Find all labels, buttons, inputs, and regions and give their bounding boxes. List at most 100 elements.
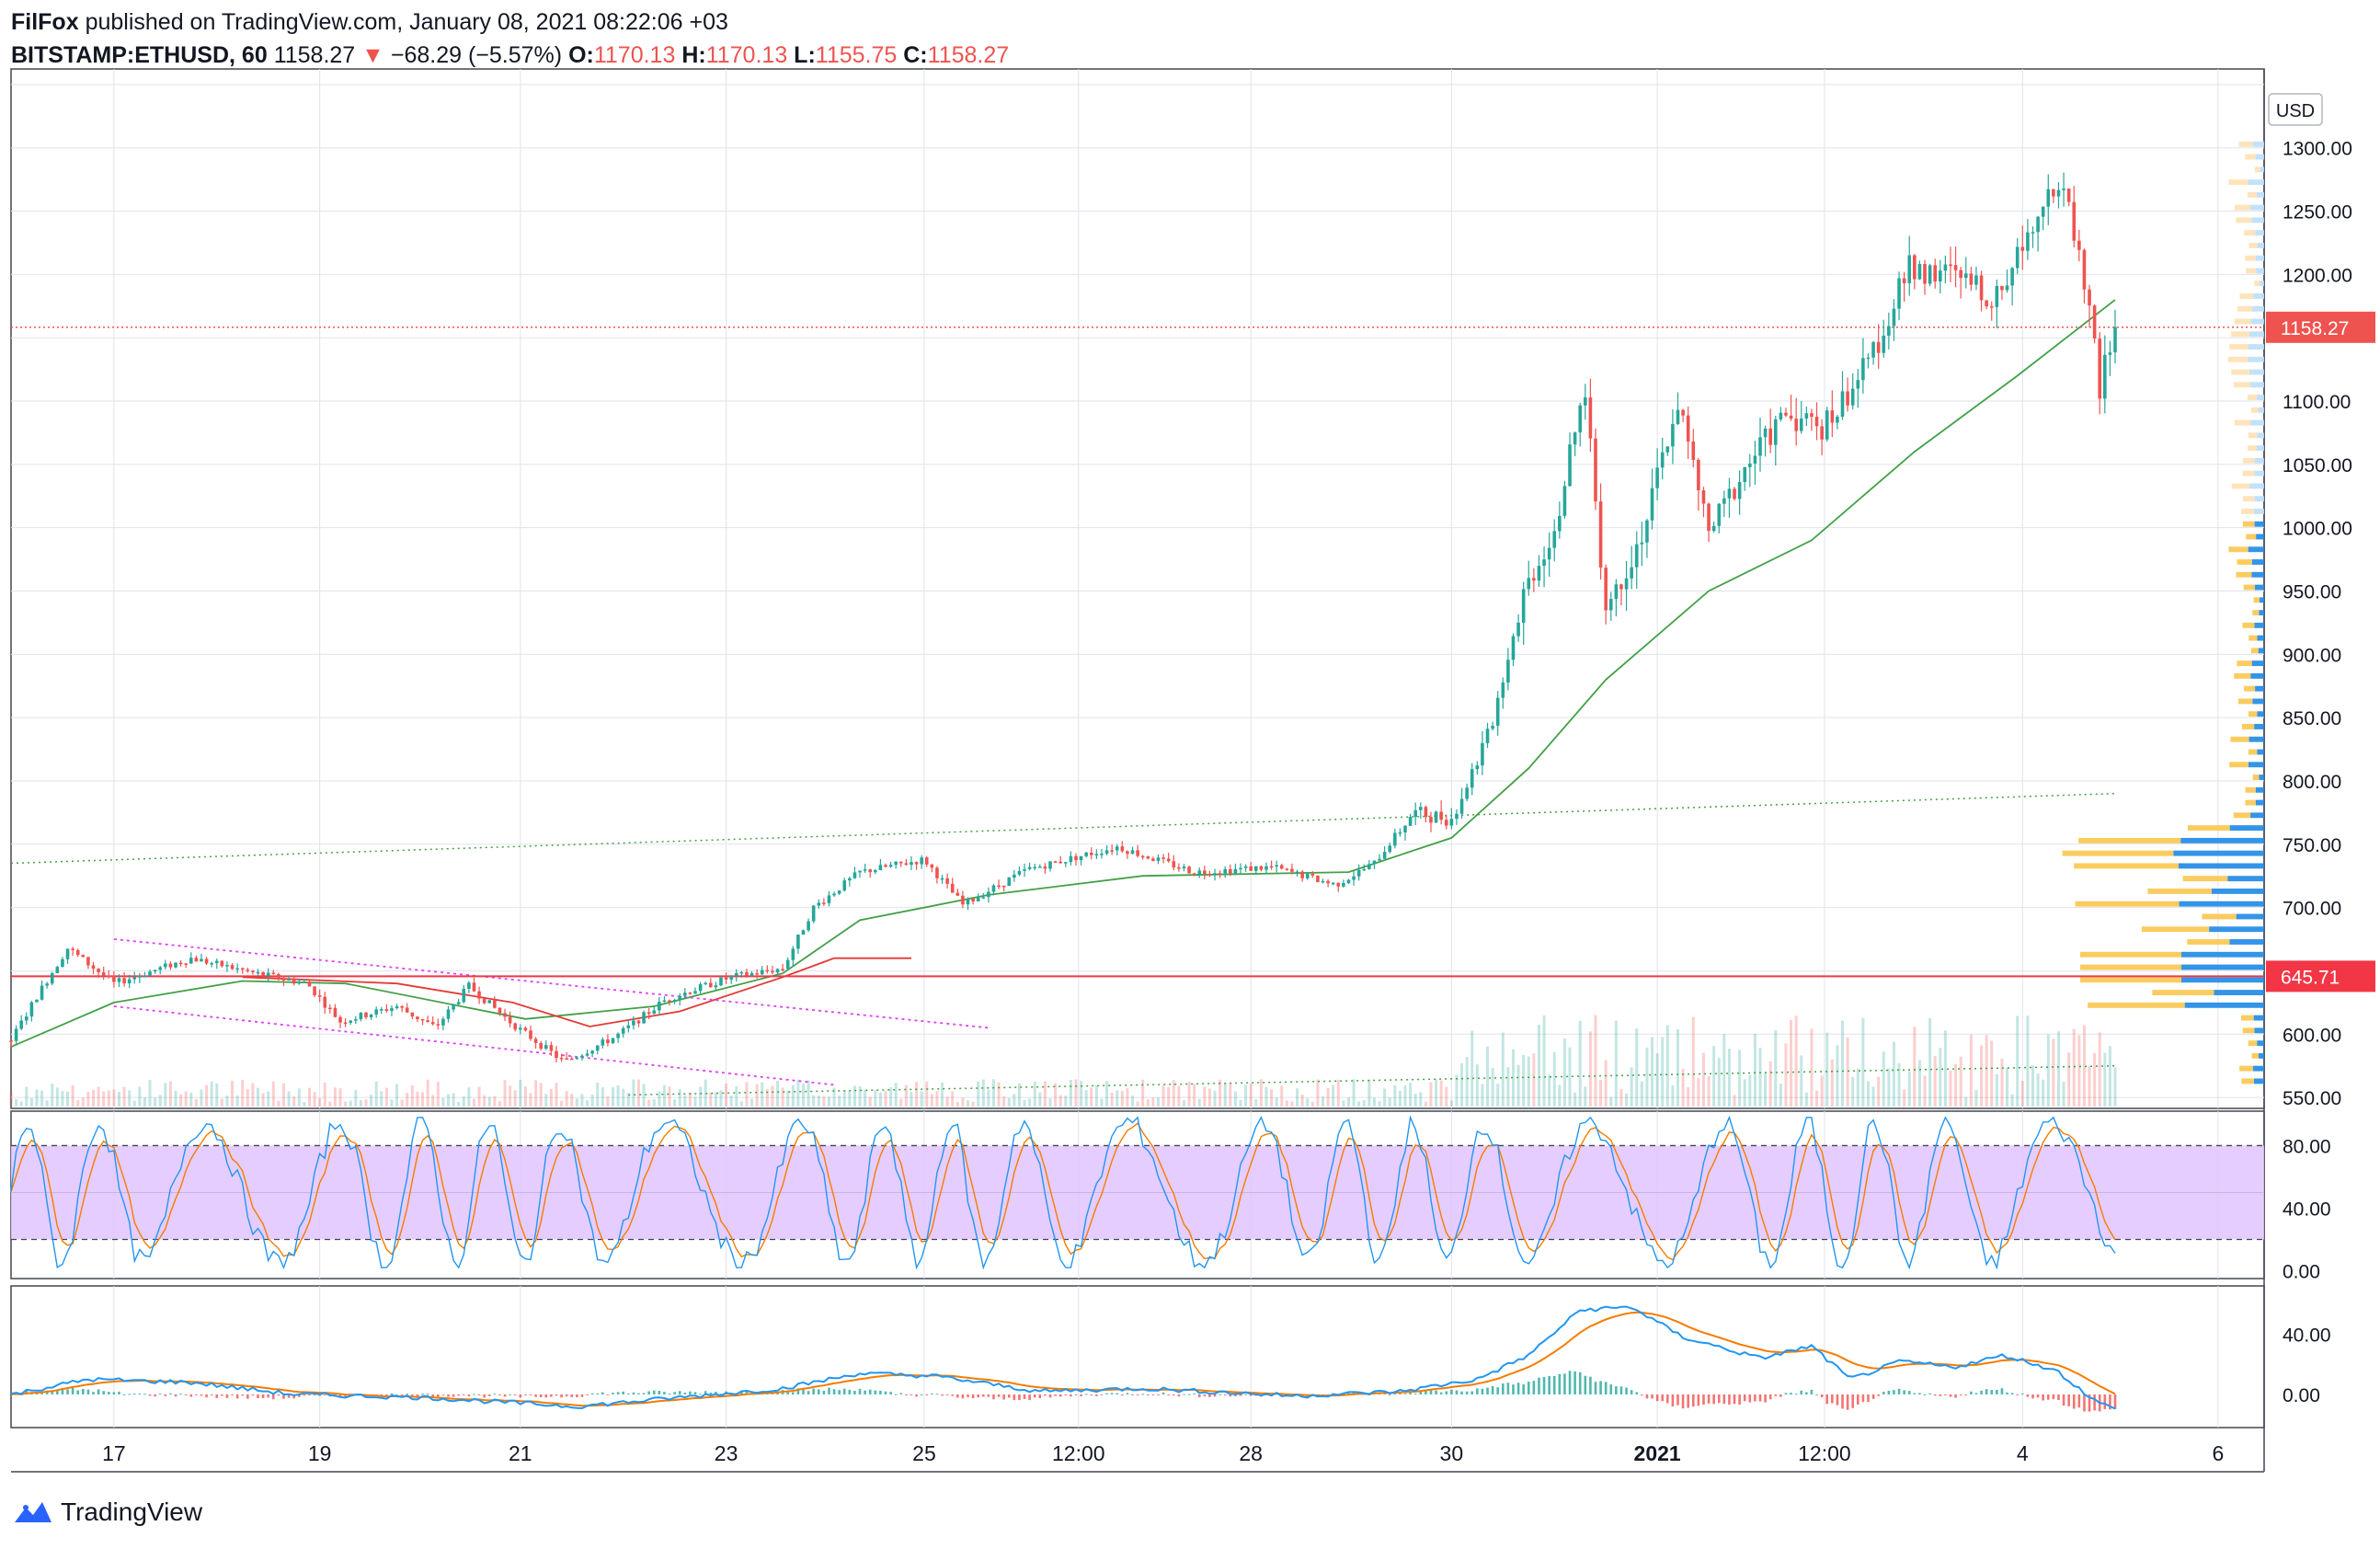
candle-body[interactable]: [1578, 405, 1583, 433]
candle-body[interactable]: [101, 972, 106, 976]
candle-body[interactable]: [281, 979, 286, 981]
candle-body[interactable]: [1614, 584, 1619, 600]
candle-body[interactable]: [1336, 882, 1341, 887]
candle-body[interactable]: [1810, 413, 1814, 418]
candle-body[interactable]: [1748, 463, 1752, 467]
candle-body[interactable]: [307, 981, 312, 987]
candle-body[interactable]: [2077, 240, 2081, 250]
candle-body[interactable]: [194, 958, 199, 962]
candle-body[interactable]: [868, 869, 873, 873]
candle-body[interactable]: [364, 1012, 368, 1017]
candle-body[interactable]: [888, 865, 893, 867]
candle-body[interactable]: [1763, 428, 1768, 438]
candle-body[interactable]: [1491, 726, 1494, 729]
candle-body[interactable]: [503, 1013, 507, 1017]
candle-body[interactable]: [1949, 264, 1952, 266]
candle-body[interactable]: [317, 995, 322, 997]
candle-body[interactable]: [920, 857, 923, 865]
candle-body[interactable]: [1089, 852, 1093, 855]
candle-body[interactable]: [1660, 452, 1665, 468]
candle-body[interactable]: [446, 1009, 451, 1019]
candle-body[interactable]: [400, 1006, 404, 1008]
candle-body[interactable]: [848, 878, 852, 881]
candle-body[interactable]: [827, 895, 831, 903]
candle-body[interactable]: [1598, 501, 1603, 568]
candle-body[interactable]: [555, 1050, 558, 1059]
candle-body[interactable]: [2082, 249, 2087, 290]
candle-body[interactable]: [565, 1058, 568, 1060]
candle-body[interactable]: [472, 982, 476, 992]
candle-body[interactable]: [1074, 855, 1078, 861]
candle-body[interactable]: [1995, 285, 1999, 307]
candle-body[interactable]: [277, 974, 280, 980]
candle-body[interactable]: [1043, 866, 1047, 869]
candle-body[interactable]: [379, 1009, 383, 1011]
candle-body[interactable]: [1959, 270, 1962, 279]
candle-body[interactable]: [817, 902, 821, 906]
candle-body[interactable]: [390, 1008, 394, 1012]
candle-body[interactable]: [1665, 446, 1670, 453]
candle-body[interactable]: [1825, 410, 1829, 440]
candle-body[interactable]: [513, 1023, 518, 1030]
candle-body[interactable]: [1547, 547, 1551, 560]
candle-body[interactable]: [523, 1027, 528, 1031]
candle-body[interactable]: [1115, 846, 1119, 851]
candle-body[interactable]: [333, 1007, 338, 1017]
candle-body[interactable]: [1429, 817, 1433, 823]
candle-body[interactable]: [1784, 412, 1788, 416]
candle-body[interactable]: [1650, 488, 1654, 521]
candle-body[interactable]: [698, 983, 703, 992]
candle-body[interactable]: [966, 898, 970, 905]
candle-body[interactable]: [354, 1019, 358, 1021]
candle-body[interactable]: [832, 893, 836, 896]
candle-body[interactable]: [1249, 866, 1253, 871]
candle-body[interactable]: [1475, 765, 1480, 770]
candle-body[interactable]: [1794, 419, 1798, 431]
candle-body[interactable]: [395, 1006, 399, 1009]
candle-body[interactable]: [1388, 845, 1392, 853]
candle-body[interactable]: [225, 965, 229, 967]
candle-body[interactable]: [755, 972, 759, 975]
candle-body[interactable]: [791, 948, 795, 960]
candle-body[interactable]: [898, 861, 903, 864]
candle-body[interactable]: [858, 870, 862, 873]
candle-body[interactable]: [1985, 300, 1988, 307]
candle-body[interactable]: [1789, 415, 1793, 419]
candle-body[interactable]: [2052, 189, 2055, 197]
candle-body[interactable]: [1126, 851, 1129, 855]
candle-body[interactable]: [1424, 807, 1428, 818]
candle-body[interactable]: [271, 972, 276, 975]
candle-body[interactable]: [729, 975, 733, 980]
candle-body[interactable]: [256, 971, 260, 974]
candle-body[interactable]: [878, 865, 883, 871]
stochastic-panel[interactable]: [10, 1115, 2264, 1270]
candle-body[interactable]: [132, 977, 137, 980]
candle-body[interactable]: [24, 1016, 29, 1021]
candle-body[interactable]: [544, 1045, 548, 1050]
candle-body[interactable]: [1799, 419, 1803, 431]
candle-body[interactable]: [2113, 327, 2117, 353]
candle-body[interactable]: [1156, 857, 1161, 861]
candle-body[interactable]: [184, 963, 189, 965]
candle-body[interactable]: [1552, 531, 1557, 548]
candle-body[interactable]: [683, 993, 687, 996]
candle-body[interactable]: [1316, 875, 1320, 882]
candle-body[interactable]: [1233, 868, 1238, 874]
candle-body[interactable]: [1342, 883, 1345, 887]
candle-body[interactable]: [1521, 589, 1526, 623]
candle-body[interactable]: [2031, 232, 2035, 234]
candle-body[interactable]: [1130, 850, 1135, 855]
candle-body[interactable]: [1506, 660, 1510, 683]
candle-body[interactable]: [200, 958, 203, 962]
candle-body[interactable]: [1470, 769, 1474, 788]
candle-body[interactable]: [138, 976, 142, 978]
candle-body[interactable]: [1140, 855, 1145, 858]
candle-body[interactable]: [1511, 636, 1516, 660]
candle-body[interactable]: [1053, 861, 1058, 863]
candle-body[interactable]: [1979, 275, 1984, 301]
candle-body[interactable]: [1542, 559, 1546, 567]
candle-body[interactable]: [1814, 417, 1819, 427]
candle-body[interactable]: [1619, 584, 1623, 590]
candle-body[interactable]: [745, 971, 749, 976]
